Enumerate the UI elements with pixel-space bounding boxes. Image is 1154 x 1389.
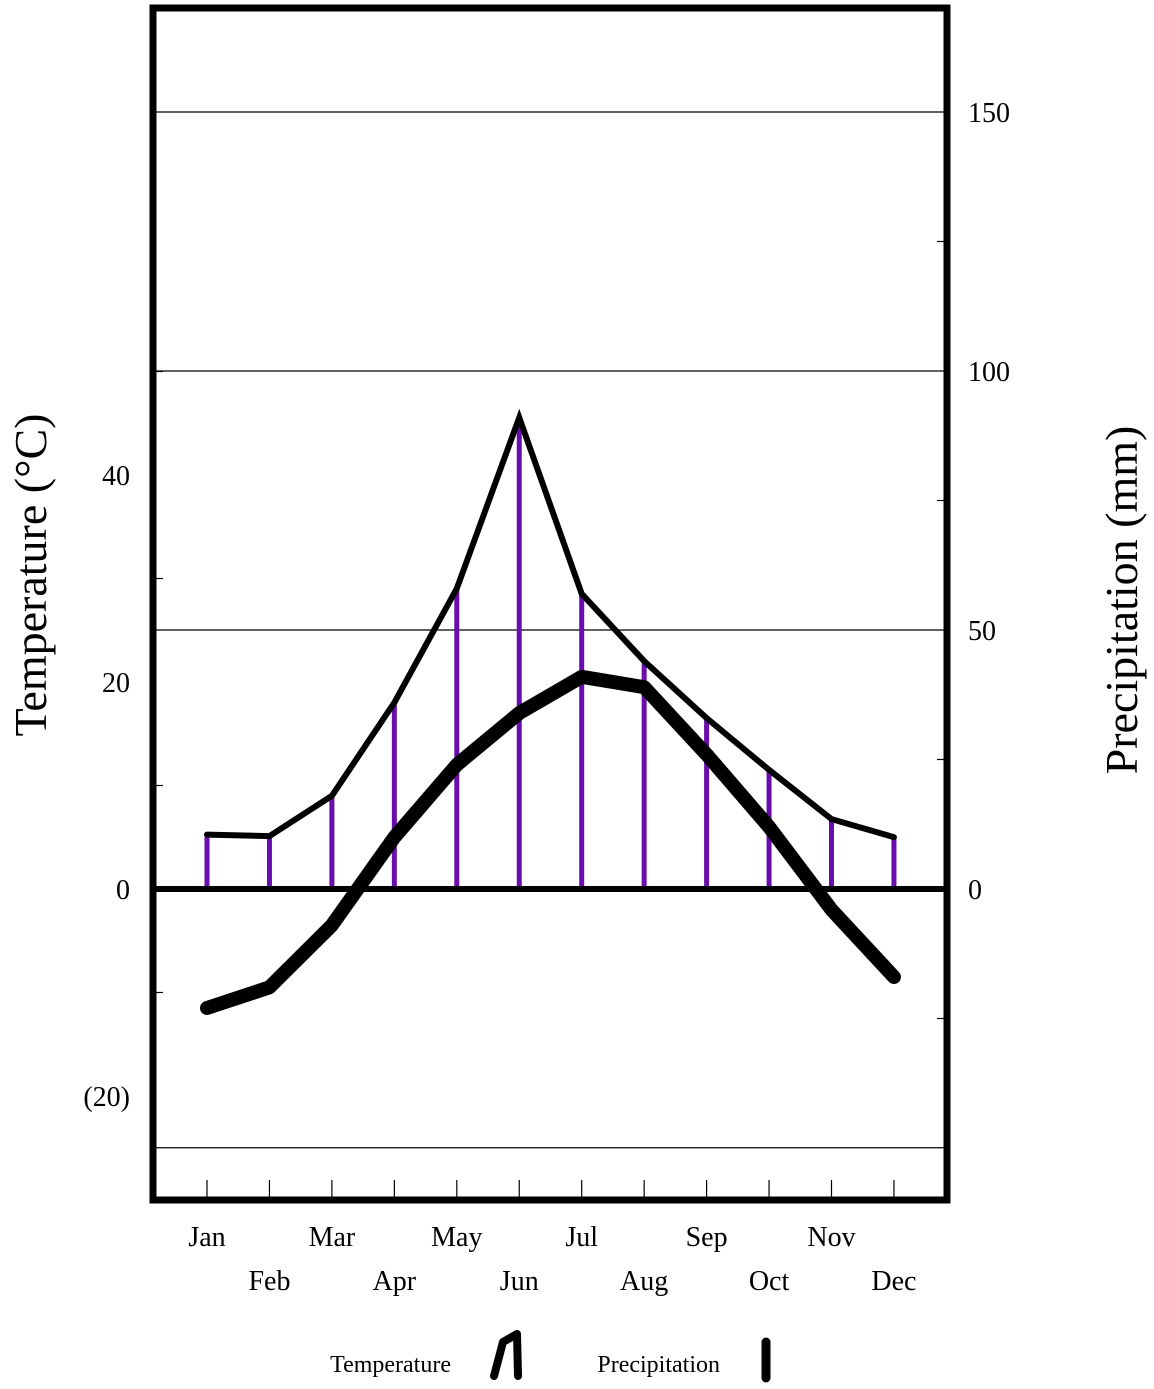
- precipitation-line: [204, 408, 897, 841]
- right-tick-label: 50: [968, 616, 996, 647]
- month-label-jul: Jul: [565, 1222, 598, 1253]
- axis-ticks: [153, 240, 947, 1198]
- month-label-dec: Dec: [871, 1266, 916, 1297]
- legend: Temperature Precipitation: [330, 1330, 771, 1383]
- month-label-aug: Aug: [620, 1266, 668, 1297]
- gridlines: [153, 111, 947, 1149]
- left-axis-title: Temperature (°C): [5, 414, 56, 737]
- precipitation-bars: [204, 417, 897, 889]
- legend-label-precipitation: Precipitation: [597, 1352, 720, 1378]
- month-label-may: May: [431, 1222, 482, 1253]
- month-label-oct: Oct: [749, 1266, 790, 1297]
- plot-border: [149, 4, 951, 1204]
- month-label-jun: Jun: [500, 1266, 539, 1297]
- left-tick-label: 0: [116, 875, 130, 906]
- month-label-feb: Feb: [248, 1266, 290, 1297]
- legend-swatch-temperature: [490, 1330, 522, 1380]
- month-label-jan: Jan: [188, 1222, 225, 1253]
- right-axis-title: Precipitation (mm): [1096, 426, 1147, 775]
- month-label-nov: Nov: [807, 1222, 855, 1253]
- month-label-apr: Apr: [373, 1266, 417, 1297]
- left-tick-label: 40: [102, 461, 130, 492]
- legend-label-temperature: Temperature: [330, 1352, 451, 1378]
- axis-labels: 40 20 0 (20) 150 100 50 0 Jan Feb Mar Apr May Jun Jul A…: [5, 98, 1147, 1297]
- left-tick-label: 20: [102, 668, 130, 699]
- right-tick-label: 0: [968, 875, 982, 906]
- plot-frame: [149, 4, 951, 1204]
- left-tick-label: (20): [83, 1082, 130, 1113]
- right-tick-label: 150: [968, 98, 1010, 129]
- right-tick-label: 100: [968, 357, 1010, 388]
- month-label-mar: Mar: [309, 1222, 356, 1253]
- series-lines: [200, 408, 901, 1016]
- month-label-sep: Sep: [686, 1222, 728, 1253]
- temperature-line: [200, 669, 901, 1016]
